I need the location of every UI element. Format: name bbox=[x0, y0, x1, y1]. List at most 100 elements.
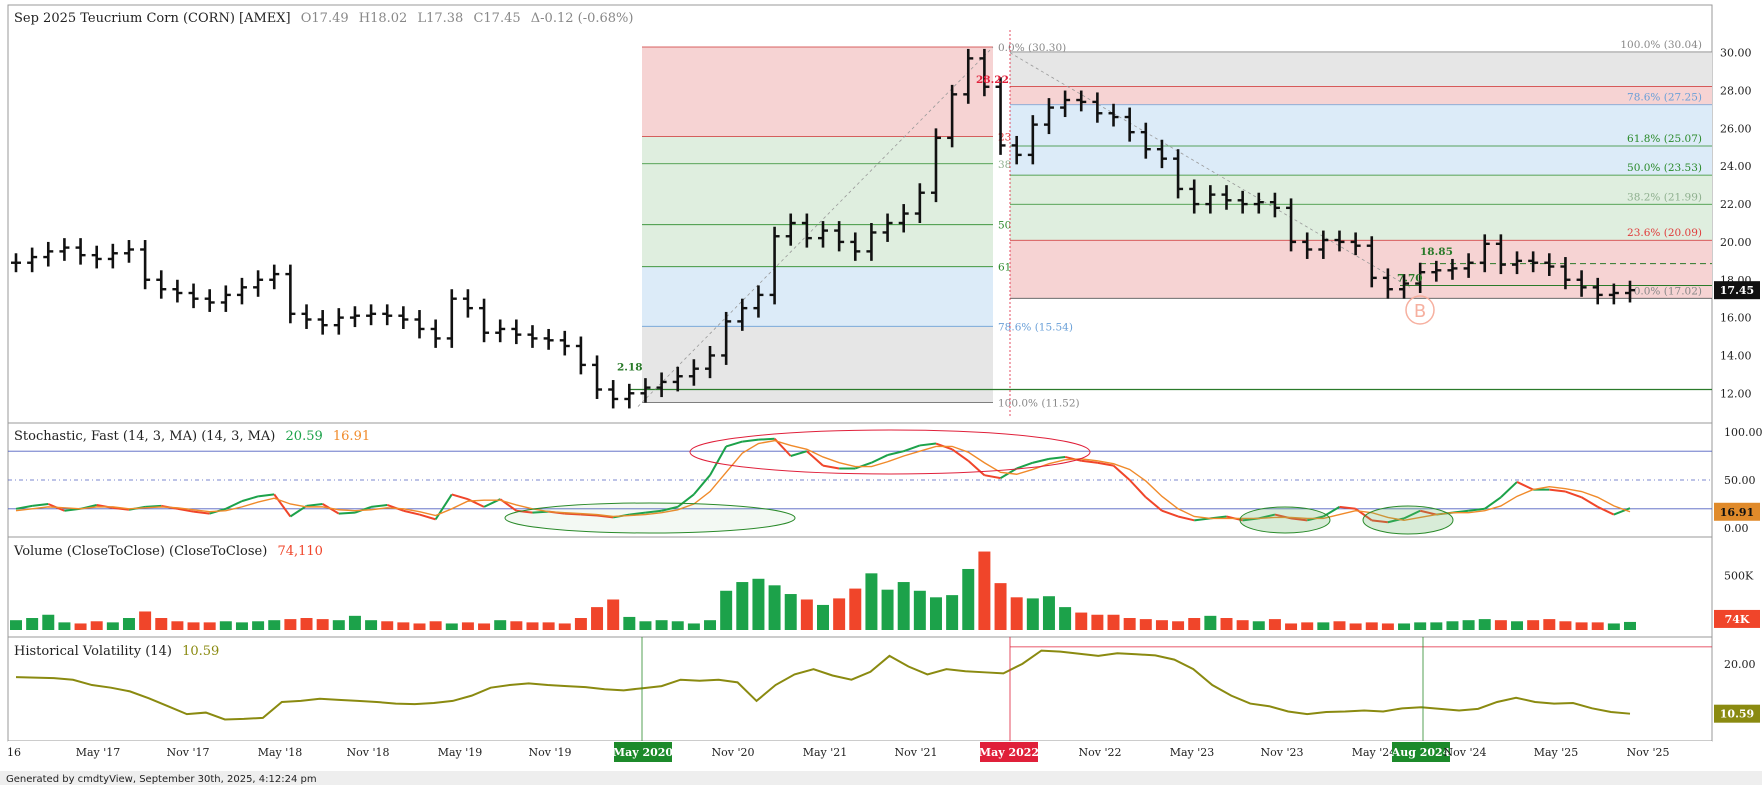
price-bar bbox=[866, 223, 877, 261]
volume-bar bbox=[348, 615, 361, 630]
fib2-zone bbox=[1010, 104, 1712, 146]
price-bar bbox=[1399, 274, 1410, 299]
stoch-k-segment bbox=[1387, 517, 1405, 524]
volume-last-box bbox=[1714, 609, 1760, 628]
price-series: 28.22 2.18 18.85 7.70 B bbox=[11, 48, 1635, 409]
stoch-k-segment bbox=[1032, 457, 1050, 464]
volume-bar bbox=[946, 595, 959, 630]
volume-bar bbox=[720, 590, 733, 630]
stoch-k-segment bbox=[1177, 515, 1195, 522]
fib1-zone bbox=[642, 224, 993, 267]
price-bar bbox=[834, 221, 845, 252]
fib2-level-label: 78.6% (27.25) bbox=[1627, 92, 1702, 104]
hv-last-label: 10.59 bbox=[1720, 708, 1754, 721]
stoch-k-segment bbox=[1613, 507, 1631, 516]
price-bar bbox=[495, 319, 506, 343]
x-marker-box bbox=[1392, 742, 1450, 762]
price-y-tick: 22.00 bbox=[1720, 198, 1752, 211]
volume-last-label: 74K bbox=[1725, 613, 1750, 626]
stoch-k-segment bbox=[1161, 509, 1179, 518]
volume-bar bbox=[413, 623, 426, 630]
price-bar bbox=[382, 304, 393, 326]
trend-up-dashed bbox=[637, 46, 994, 407]
price-bar bbox=[1495, 234, 1506, 275]
volume-bar bbox=[736, 582, 749, 630]
volume-bar bbox=[1478, 619, 1491, 630]
stochastic-d-value: 16.91 bbox=[333, 429, 370, 444]
hv-y-tick: 20.00 bbox=[1724, 658, 1756, 671]
volume-bar bbox=[1268, 619, 1281, 630]
price-bar bbox=[898, 204, 909, 233]
volume-bar bbox=[1349, 623, 1362, 630]
volume-bar bbox=[445, 623, 458, 630]
price-bar bbox=[979, 48, 990, 97]
price-bar bbox=[559, 330, 570, 356]
volume-bar bbox=[1511, 621, 1524, 630]
volume-bar bbox=[1527, 620, 1540, 630]
volume-bar bbox=[268, 620, 281, 630]
volume-bar bbox=[591, 607, 604, 630]
volume-bar bbox=[1333, 621, 1346, 630]
stoch-k-segment bbox=[1112, 464, 1131, 481]
price-bar bbox=[1221, 185, 1232, 210]
stoch-k-segment bbox=[919, 442, 937, 447]
stoch-k-segment bbox=[1549, 488, 1566, 493]
price-bar bbox=[253, 270, 264, 297]
volume-bar bbox=[978, 551, 991, 630]
price-bar bbox=[930, 128, 941, 203]
volume-bar bbox=[1172, 621, 1185, 630]
volume-bar bbox=[655, 620, 668, 630]
volume-bar bbox=[1559, 621, 1572, 630]
price-bar bbox=[592, 355, 603, 399]
price-bar bbox=[1625, 280, 1635, 303]
price-bar bbox=[11, 253, 21, 273]
stoch-k-segment bbox=[1597, 505, 1615, 516]
price-bar bbox=[882, 213, 893, 242]
price-bar bbox=[785, 213, 796, 246]
stoch-k-segment bbox=[289, 505, 308, 518]
price-bar bbox=[705, 345, 716, 379]
price-bar bbox=[1027, 115, 1038, 165]
price-bar bbox=[366, 304, 377, 326]
price-bar bbox=[753, 285, 764, 318]
price-y-tick: 12.00 bbox=[1720, 387, 1752, 400]
price-y-tick: 30.00 bbox=[1720, 47, 1752, 60]
price-bar bbox=[204, 289, 215, 312]
volume-bar bbox=[1446, 621, 1459, 630]
price-bar bbox=[995, 77, 1006, 155]
stoch-k-segment bbox=[854, 461, 872, 470]
stoch-k-segment bbox=[1484, 496, 1502, 510]
price-bar bbox=[269, 264, 280, 290]
volume-bar bbox=[897, 582, 910, 630]
volume-bar bbox=[42, 614, 55, 630]
x-tick-label: Nov '23 bbox=[1261, 746, 1304, 759]
volume-bar bbox=[768, 585, 781, 630]
fib2-level-label: 100.0% (30.04) bbox=[1620, 39, 1702, 51]
stoch-last-box bbox=[1714, 502, 1760, 521]
volume-header: Volume (CloseToClose) (CloseToClose) 74,… bbox=[13, 544, 323, 559]
volume-bar bbox=[574, 618, 587, 630]
price-bar bbox=[1253, 192, 1264, 214]
open-value: O17.49 bbox=[301, 11, 349, 26]
chart-title: Sep 2025 Teucrium Corn (CORN) [AMEX] bbox=[14, 11, 291, 26]
volume-bar bbox=[1462, 620, 1475, 630]
volume-bar bbox=[510, 621, 523, 630]
price-bar bbox=[1463, 253, 1474, 278]
volume-bar bbox=[58, 622, 71, 630]
stoch-k-segment bbox=[1419, 509, 1437, 516]
price-bar bbox=[1608, 283, 1619, 305]
volume-bar bbox=[1494, 620, 1507, 630]
price-bar bbox=[123, 240, 134, 263]
stoch-k-segment bbox=[870, 454, 888, 464]
price-bar bbox=[236, 277, 247, 305]
stoch-k-segment bbox=[177, 507, 194, 513]
volume-bar bbox=[203, 622, 216, 630]
volume-bar bbox=[865, 573, 878, 630]
price-bar bbox=[1237, 190, 1248, 214]
footer-text: Generated by cmdtyView, September 30th, … bbox=[6, 774, 317, 785]
fib2-level-label: 38.2% (21.99) bbox=[1627, 191, 1702, 203]
price-bar bbox=[107, 243, 118, 269]
x-tick-label: Nov '18 bbox=[347, 746, 390, 759]
volume-bar bbox=[1010, 597, 1023, 630]
